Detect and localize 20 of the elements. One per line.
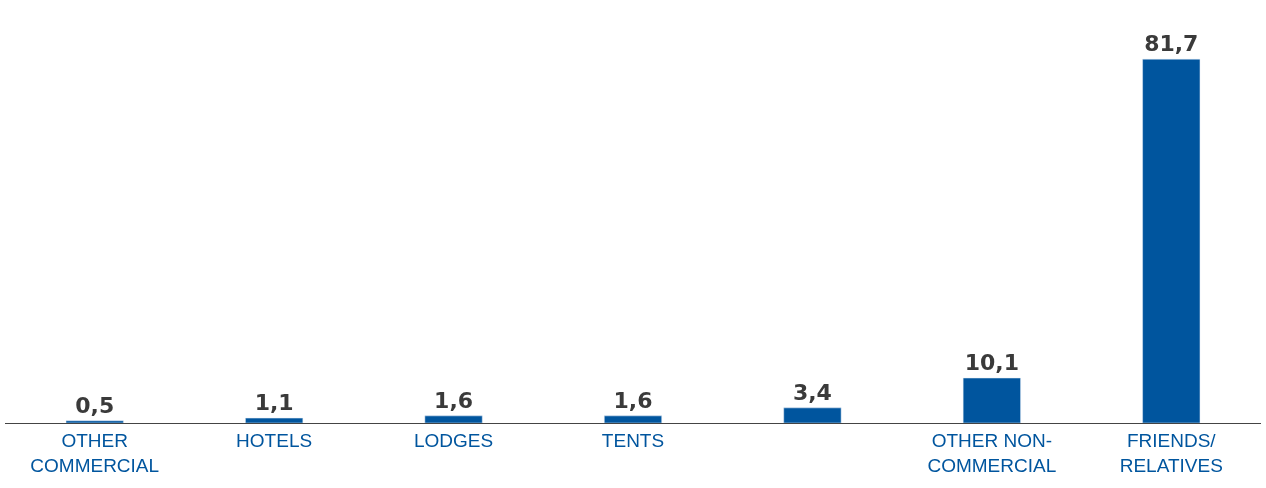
x-tick-label: FRIENDS/RELATIVES xyxy=(1119,429,1223,476)
bar xyxy=(424,415,483,423)
x-tick-label: LODGES xyxy=(413,429,494,451)
bar xyxy=(65,420,124,423)
data-label: 1,6 xyxy=(613,387,653,413)
x-tick-label: OTHER COMMERCIAL xyxy=(30,429,160,476)
x-tick-label: OTHER NON-COMMERCIAL xyxy=(927,429,1057,476)
bar xyxy=(245,417,304,423)
data-label: 3,4 xyxy=(792,379,832,405)
data-label: 0,5 xyxy=(75,392,115,418)
bar xyxy=(1142,58,1201,423)
bar xyxy=(962,377,1021,423)
data-label: 10,1 xyxy=(964,350,1019,376)
x-tick-label: TENTS xyxy=(601,429,665,451)
data-label: 1,1 xyxy=(254,390,294,416)
data-label: 81,7 xyxy=(1144,31,1199,57)
bar xyxy=(783,407,842,423)
bar xyxy=(604,415,662,423)
data-label: 1,6 xyxy=(434,387,474,413)
x-tick-label: HOTELS xyxy=(236,429,313,451)
